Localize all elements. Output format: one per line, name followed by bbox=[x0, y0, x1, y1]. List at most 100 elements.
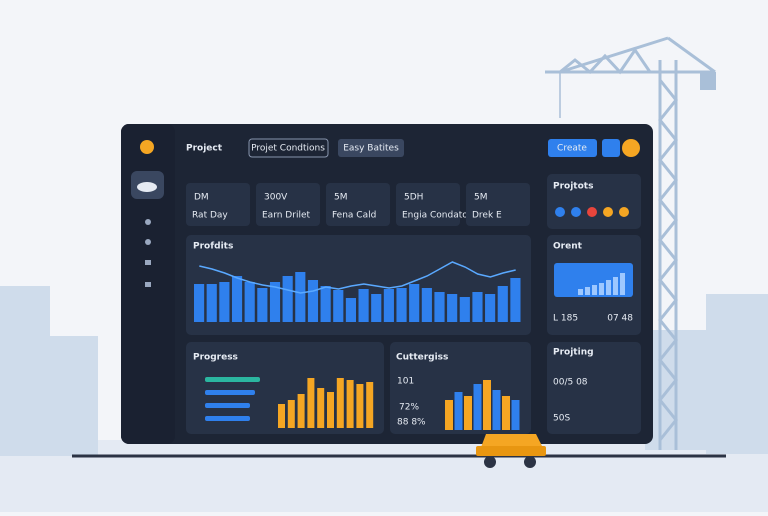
column bbox=[317, 388, 325, 428]
column bbox=[356, 384, 364, 428]
status-dot bbox=[603, 207, 613, 217]
bar bbox=[434, 292, 445, 322]
column bbox=[492, 390, 501, 430]
button-label[interactable]: Create bbox=[557, 144, 587, 154]
column bbox=[366, 382, 374, 428]
stat-card[interactable] bbox=[326, 183, 390, 226]
icon-button[interactable] bbox=[602, 139, 620, 157]
bar bbox=[578, 289, 583, 295]
tab-label[interactable]: Projet Condtions bbox=[251, 144, 325, 154]
metric: 07 48 bbox=[607, 314, 633, 324]
column bbox=[297, 394, 305, 428]
bar bbox=[447, 294, 458, 322]
crane bbox=[545, 36, 716, 450]
stat-card[interactable] bbox=[396, 183, 460, 226]
column bbox=[327, 392, 334, 428]
bar bbox=[358, 289, 369, 322]
column bbox=[473, 384, 482, 430]
row-value: 72% bbox=[399, 403, 419, 413]
column bbox=[278, 404, 285, 428]
projting-panel bbox=[547, 342, 641, 434]
panel-title: Projtots bbox=[553, 182, 593, 192]
stat-label: Earn Drilet bbox=[262, 211, 310, 221]
bar bbox=[231, 276, 243, 322]
status-dot bbox=[571, 207, 581, 217]
column bbox=[287, 400, 295, 428]
bar bbox=[194, 284, 205, 322]
stat-label: Rat Day bbox=[192, 211, 228, 221]
bar bbox=[599, 283, 604, 295]
bar bbox=[592, 285, 597, 295]
panel-title: Progress bbox=[193, 353, 238, 363]
bar bbox=[295, 272, 306, 322]
row-value: 88 8% bbox=[397, 418, 426, 428]
progress-bar bbox=[205, 416, 250, 421]
column bbox=[454, 392, 463, 430]
bar bbox=[383, 289, 394, 322]
metric: 50S bbox=[553, 414, 570, 424]
panel-title: Cuttergiss bbox=[396, 353, 448, 363]
tab-label[interactable]: Easy Batites bbox=[343, 144, 399, 154]
metric: L 185 bbox=[553, 314, 578, 324]
panel-title: Orent bbox=[553, 242, 583, 252]
stat-value: DM bbox=[194, 193, 209, 203]
bar bbox=[472, 292, 483, 322]
bar bbox=[459, 297, 470, 322]
create-button[interactable] bbox=[548, 139, 597, 157]
progress-bar bbox=[205, 377, 260, 382]
stat-label: Drek E bbox=[472, 211, 502, 221]
column bbox=[502, 396, 510, 430]
bar bbox=[606, 280, 611, 295]
panel-title: Projting bbox=[553, 348, 594, 358]
metric: 00/5 08 bbox=[553, 378, 588, 388]
bar bbox=[345, 298, 356, 322]
trend-line bbox=[199, 261, 516, 294]
bar bbox=[244, 282, 255, 322]
bar bbox=[497, 286, 508, 322]
stat-value: 300V bbox=[264, 193, 288, 203]
nav-icons bbox=[145, 219, 151, 287]
bar bbox=[320, 286, 331, 322]
column bbox=[511, 400, 520, 430]
car bbox=[476, 434, 546, 468]
column bbox=[307, 378, 315, 428]
bar bbox=[257, 288, 268, 322]
status-dot bbox=[619, 207, 629, 217]
title: Project bbox=[186, 144, 223, 154]
stat-card[interactable] bbox=[186, 183, 250, 226]
column bbox=[464, 396, 472, 430]
bar bbox=[613, 277, 618, 295]
bar bbox=[269, 282, 281, 322]
stat-label: Fena Cald bbox=[332, 211, 376, 221]
stat-card[interactable] bbox=[466, 183, 530, 226]
stat-label: Engia Condatos bbox=[402, 211, 473, 221]
bar bbox=[219, 282, 230, 322]
status-dot bbox=[555, 207, 565, 217]
stat-value: 5M bbox=[334, 193, 348, 203]
stat-value: 5M bbox=[474, 193, 488, 203]
tab[interactable] bbox=[248, 138, 329, 158]
progress-panel bbox=[186, 342, 384, 434]
bar bbox=[333, 290, 344, 322]
ground bbox=[0, 440, 768, 512]
logo bbox=[140, 140, 154, 154]
bar bbox=[485, 294, 496, 322]
bar bbox=[620, 273, 625, 295]
bar bbox=[510, 278, 521, 322]
bar bbox=[585, 287, 590, 295]
status-dot bbox=[587, 207, 597, 217]
bar bbox=[409, 284, 420, 322]
tab[interactable] bbox=[338, 139, 404, 157]
column bbox=[483, 380, 491, 430]
projtots-panel bbox=[547, 174, 641, 229]
stat-card[interactable] bbox=[256, 183, 320, 226]
column bbox=[445, 400, 453, 430]
panel-title: Profdits bbox=[193, 242, 233, 252]
bar bbox=[206, 284, 217, 322]
stat-value: 5DH bbox=[404, 193, 423, 203]
column bbox=[346, 380, 354, 428]
avatar[interactable] bbox=[622, 139, 640, 157]
bar bbox=[371, 294, 382, 322]
